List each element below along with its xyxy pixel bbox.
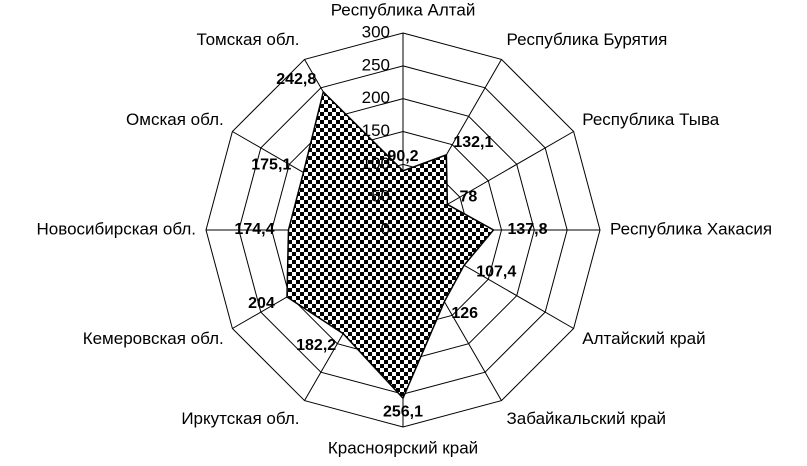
category-label: Забайкальский край	[507, 409, 667, 428]
category-label: Республика Алтай	[331, 0, 476, 19]
tick-label: 100	[362, 154, 390, 173]
value-label: 242,8	[276, 71, 316, 88]
value-label: 204	[248, 295, 275, 312]
tick-label: 0	[381, 219, 390, 238]
value-label: 256,1	[383, 403, 423, 420]
value-label: 174,4	[234, 221, 274, 238]
value-label: 137,8	[507, 221, 547, 238]
tick-label: 200	[362, 88, 390, 107]
value-label: 126	[451, 305, 478, 322]
value-label: 78	[459, 189, 477, 206]
value-label: 132,1	[453, 134, 493, 151]
category-label: Кемеровская обл.	[83, 329, 224, 348]
category-label: Иркутская обл.	[181, 409, 299, 428]
category-label: Новосибирская обл.	[37, 219, 196, 238]
tick-label: 150	[362, 121, 390, 140]
category-label: Республика Тыва	[582, 110, 720, 129]
value-label: 175,1	[251, 157, 291, 174]
category-label: Красноярский край	[328, 438, 478, 457]
value-label: 182,2	[296, 337, 336, 354]
tick-label: 50	[371, 187, 390, 206]
value-label: 107,4	[476, 263, 516, 280]
category-label: Омская обл.	[126, 110, 224, 129]
category-label: Алтайский край	[582, 329, 705, 348]
category-label: Республика Бурятия	[507, 30, 668, 49]
category-label: Томская обл.	[197, 30, 300, 49]
tick-label: 300	[362, 22, 390, 41]
category-label: Республика Хакасия	[610, 219, 772, 238]
tick-label: 250	[362, 55, 390, 74]
value-label: 90,2	[387, 148, 418, 165]
data-area	[286, 90, 495, 400]
